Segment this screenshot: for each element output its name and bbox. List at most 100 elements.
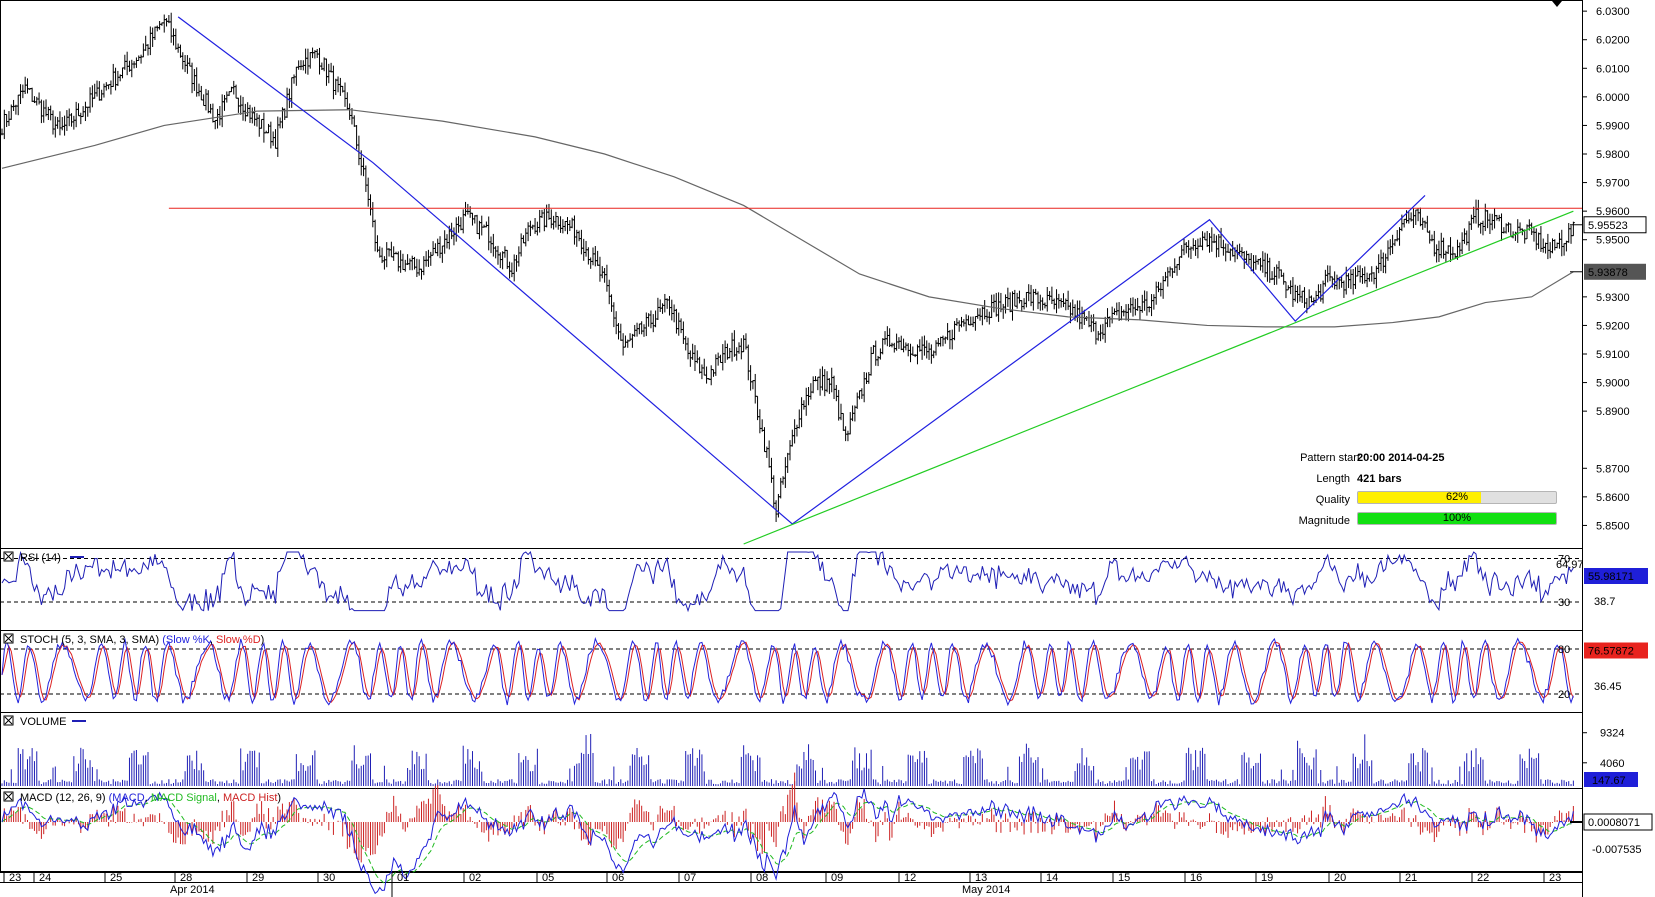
- ma-value-label: 5.93878: [1588, 267, 1628, 279]
- day-label: 06: [612, 872, 624, 884]
- volume-value-label: 147.67: [1592, 775, 1626, 787]
- price-tick-label: 6.0200: [1596, 35, 1630, 47]
- rsi-tick-label: 64.97: [1556, 559, 1584, 571]
- day-label: 13: [975, 872, 987, 884]
- day-label: 16: [1190, 872, 1202, 884]
- panel-title-part: Slow %D: [216, 634, 261, 646]
- macd-tick-label: -0.007535: [1592, 844, 1642, 856]
- day-label: 25: [110, 872, 122, 884]
- moving-average-line: [1, 109, 1574, 328]
- rsi-tick-label: 38.7: [1594, 596, 1615, 608]
- rsi-line: [1, 550, 1574, 613]
- pattern-zigzag-line: [177, 16, 1426, 525]
- chart-border: [0, 0, 1583, 872]
- price-tick-label: 5.9700: [1596, 178, 1630, 190]
- price-tick-label: 6.0100: [1596, 63, 1630, 75]
- day-label: 12: [904, 872, 916, 884]
- day-label: 24: [39, 872, 51, 884]
- panel-title-part: ): [277, 792, 281, 804]
- macd-line: [1, 788, 1574, 895]
- day-label: 22: [1477, 872, 1489, 884]
- day-label: 09: [831, 872, 843, 884]
- price-tick-label: 5.8500: [1596, 520, 1630, 532]
- stoch-tick-label: 36.45: [1594, 681, 1622, 693]
- day-label: 23: [9, 872, 21, 884]
- length-value: 421 bars: [1357, 473, 1402, 485]
- panel-checkbox-cross: [4, 716, 13, 725]
- quality-label: Quality: [1315, 494, 1350, 506]
- stoch-value-box: [1584, 642, 1648, 659]
- price-tick-label: 6.0000: [1596, 92, 1630, 104]
- macd-value-label: 0.0008071: [1588, 817, 1640, 829]
- price-tick-label: 5.9000: [1596, 378, 1630, 390]
- stoch-value-label: 76.57872: [1588, 646, 1634, 658]
- price-tick-label: 5.9300: [1596, 292, 1630, 304]
- day-label: 20: [1334, 872, 1346, 884]
- day-label: 30: [323, 872, 335, 884]
- quality-bar-fill: [1358, 492, 1481, 503]
- macd-value-box: [1583, 813, 1653, 831]
- price-tick-label: 5.9200: [1596, 320, 1630, 332]
- ma-value-box: [1584, 263, 1646, 280]
- quality-value: 62%: [1445, 491, 1469, 503]
- price-tick-label: 5.9900: [1596, 120, 1630, 132]
- day-label: 23: [1549, 872, 1561, 884]
- day-label: 14: [1046, 872, 1058, 884]
- last-price-box: [1583, 216, 1647, 234]
- volume-panel: VOLUME: [1, 715, 1574, 786]
- panel-title: VOLUME: [20, 716, 66, 728]
- price-tick-label: 6.0300: [1596, 6, 1630, 18]
- macd-panel: MACD (12, 26, 9) (MACD, MACD Signal, MAC…: [1, 772, 1574, 895]
- day-label: 01: [397, 872, 409, 884]
- panel-title-part: MACD Hist: [223, 792, 277, 804]
- volume-tick-label: 9324: [1600, 728, 1624, 740]
- rsi-value-label: 55.98171: [1588, 571, 1634, 583]
- panel-title-part: (MACD: [109, 792, 145, 804]
- day-label: 29: [252, 872, 264, 884]
- panel-checkbox-cross: [4, 792, 13, 801]
- price-tick-label: 5.9500: [1596, 235, 1630, 247]
- stoch-k-line: [1, 636, 1574, 707]
- stoch-level-label: 80: [1558, 644, 1570, 656]
- panel-title: RSI (14): [20, 552, 61, 564]
- pattern-start-value: 20:00 2014-04-25: [1357, 452, 1445, 464]
- panel-title-part: ): [261, 634, 265, 646]
- day-label: 19: [1261, 872, 1273, 884]
- pattern-start-label: Pattern start: [1300, 452, 1360, 464]
- volume-value-box: [1584, 772, 1638, 787]
- panel-frames: [0, 0, 1583, 897]
- panel-title: MACD (12, 26, 9) (MACD, MACD Signal, MAC…: [20, 792, 281, 804]
- price-panel: [0, 1, 1582, 545]
- price-tick-label: 5.8600: [1596, 492, 1630, 504]
- magnitude-label: Magnitude: [1298, 515, 1350, 527]
- quality-bar: 62%: [1357, 491, 1557, 504]
- volume-tick-label: 4060: [1600, 758, 1624, 770]
- rsi-panel: RSI (14): [0, 550, 1582, 613]
- price-tick-label: 5.9800: [1596, 149, 1630, 161]
- rsi-level-label: 30: [1558, 597, 1570, 609]
- last-price-label: 5.95523: [1588, 220, 1628, 232]
- length-label: Length: [1316, 473, 1350, 485]
- price-tick-label: 5.8900: [1596, 406, 1630, 418]
- month-label: May 2014: [962, 884, 1010, 896]
- panel-checkbox-cross: [4, 634, 13, 643]
- day-label: 07: [684, 872, 696, 884]
- panel-title-part: ,: [210, 634, 216, 646]
- stoch-d-line: [1, 641, 1574, 704]
- price-tick-label: 5.9600: [1596, 206, 1630, 218]
- day-label: 08: [756, 872, 768, 884]
- magnitude-value: 100%: [1442, 512, 1472, 524]
- panel-title-part: ,: [145, 792, 151, 804]
- day-label: 21: [1405, 872, 1417, 884]
- panel-title: STOCH (5, 3, SMA, 3, SMA) (Slow %K, Slow…: [20, 634, 264, 646]
- panel-checkbox-cross: [4, 552, 13, 561]
- stoch-panel: STOCH (5, 3, SMA, 3, SMA) (Slow %K, Slow…: [0, 633, 1582, 707]
- trend-line: [743, 210, 1574, 545]
- month-label: Apr 2014: [170, 884, 215, 896]
- day-label: 05: [542, 872, 554, 884]
- day-label: 28: [180, 872, 192, 884]
- day-label: 15: [1118, 872, 1130, 884]
- panel-title-part: ,: [217, 792, 223, 804]
- panel-title-part: MACD Signal: [151, 792, 217, 804]
